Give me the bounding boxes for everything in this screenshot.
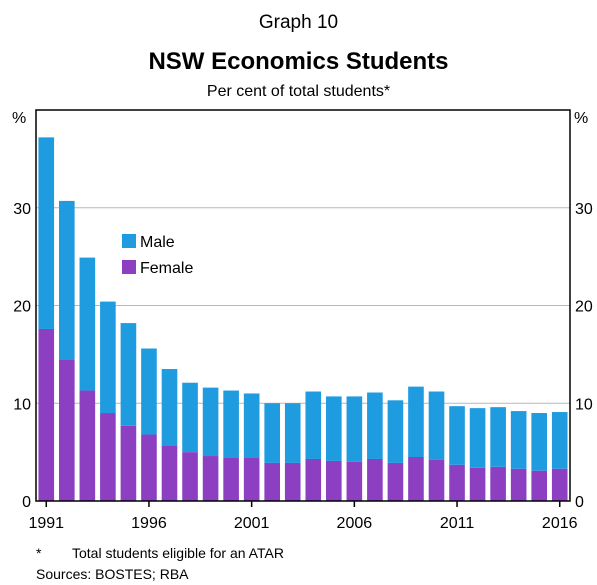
bar-female-1998 [182, 452, 198, 501]
footnote-mark: * [36, 545, 42, 561]
bar-female-1993 [79, 390, 96, 501]
bar-male-1994 [100, 301, 116, 414]
bar-female-1994 [100, 413, 116, 501]
bar-female-1997 [161, 445, 178, 501]
bar-male-2002 [264, 403, 280, 463]
bar-male-2009 [408, 386, 424, 458]
y-tick-label-left: 10 [13, 396, 31, 413]
bar-male-2013 [490, 407, 506, 467]
bar-male-2007 [367, 392, 383, 459]
bar-female-2010 [428, 459, 445, 501]
bar-female-2015 [531, 470, 547, 501]
bar-female-1996 [141, 434, 157, 501]
footnote-text: Total students eligible for an ATAR [72, 545, 284, 561]
bar-female-2003 [284, 462, 301, 501]
bar-female-1992 [59, 359, 75, 501]
bar-male-1993 [79, 257, 96, 391]
bar-male-2001 [243, 393, 260, 458]
y-tick-label-right: 20 [575, 299, 593, 316]
legend-label-male: Male [140, 234, 175, 251]
bar-male-2014 [510, 411, 527, 469]
bar-male-1998 [182, 382, 198, 453]
bar-female-2005 [326, 460, 342, 501]
bar-female-2006 [346, 461, 363, 501]
bar-female-2011 [449, 464, 465, 501]
bar-male-2011 [449, 406, 465, 465]
bar-male-2006 [346, 396, 363, 462]
bar-female-2007 [367, 458, 383, 501]
bar-female-2012 [469, 467, 486, 501]
bar-female-2000 [223, 457, 239, 501]
bar-female-2013 [490, 466, 506, 501]
gridlines [36, 207, 570, 404]
bar-female-1991 [38, 328, 55, 501]
y-tick-label-right: 10 [575, 396, 593, 413]
bar-female-1999 [202, 456, 219, 501]
bars [38, 137, 568, 501]
graph-number: Graph 10 [258, 12, 339, 33]
bar-male-2015 [531, 413, 547, 471]
y-tick-label-left: 0 [22, 494, 31, 511]
x-tick-label-2006: 2006 [337, 515, 373, 532]
legend: Male Female [122, 234, 193, 277]
y-axis-unit-left: % [12, 110, 26, 127]
bar-male-2003 [284, 403, 301, 463]
y-tick-label-right: 30 [575, 201, 593, 218]
x-tick-label-2011: 2011 [440, 515, 475, 532]
footnote-asterisk: * Total students eligible for an ATAR [36, 545, 284, 561]
bar-female-2014 [510, 468, 527, 501]
plot-frame [35, 109, 571, 502]
bar-male-2010 [428, 391, 445, 460]
bar-female-2004 [305, 458, 322, 501]
legend-swatch-female [122, 260, 136, 274]
bar-male-2004 [305, 391, 322, 459]
bar-male-1996 [141, 348, 157, 435]
y-tick-label-left: 20 [13, 299, 31, 316]
x-tick-label-2016: 2016 [542, 515, 578, 532]
tick-labels: 0 0 10 10 20 20 30 30 1991 1996 2001 2006 2011 2016 [13, 201, 593, 532]
bar-male-1992 [59, 200, 75, 360]
chart-subtitle: Per cent of total students* [206, 83, 391, 100]
x-tick-label-2001: 2001 [234, 515, 270, 532]
bar-female-2002 [264, 462, 280, 501]
legend-swatch-male [122, 234, 136, 248]
y-tick-label-left: 30 [13, 201, 31, 218]
bar-female-2016 [551, 468, 568, 501]
bar-male-1995 [120, 323, 137, 426]
sources-note: Sources: BOSTES; RBA [36, 566, 189, 582]
bar-male-2005 [326, 396, 342, 461]
bar-female-2009 [408, 457, 424, 501]
x-tick-label-1991: 1991 [28, 515, 64, 532]
bar-female-1995 [120, 425, 137, 501]
bar-male-1999 [202, 387, 219, 457]
bar-male-2000 [223, 390, 239, 458]
chart-title: NSW Economics Students [148, 48, 449, 75]
bar-male-1997 [161, 369, 178, 446]
x-tick-label-1996: 1996 [131, 515, 167, 532]
bar-male-2008 [387, 400, 404, 463]
legend-label-female: Female [140, 260, 193, 277]
y-axis-unit-right: % [574, 110, 588, 127]
bar-female-2008 [387, 462, 404, 501]
y-tick-label-right: 0 [575, 494, 584, 511]
bar-female-2001 [243, 457, 260, 501]
bar-male-2012 [469, 408, 486, 468]
bar-male-1991 [38, 137, 55, 329]
bar-male-2016 [551, 412, 568, 469]
